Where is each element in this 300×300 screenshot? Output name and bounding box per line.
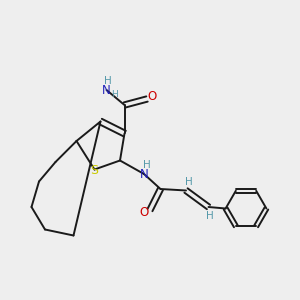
Text: S: S (91, 164, 98, 178)
Text: O: O (148, 90, 157, 103)
Text: H: H (184, 177, 192, 187)
Text: H: H (112, 90, 118, 99)
Text: H: H (142, 160, 150, 170)
Text: H: H (104, 76, 112, 86)
Text: N: N (140, 167, 148, 181)
Text: H: H (206, 211, 214, 221)
Text: O: O (140, 206, 148, 220)
Text: N: N (102, 83, 111, 97)
